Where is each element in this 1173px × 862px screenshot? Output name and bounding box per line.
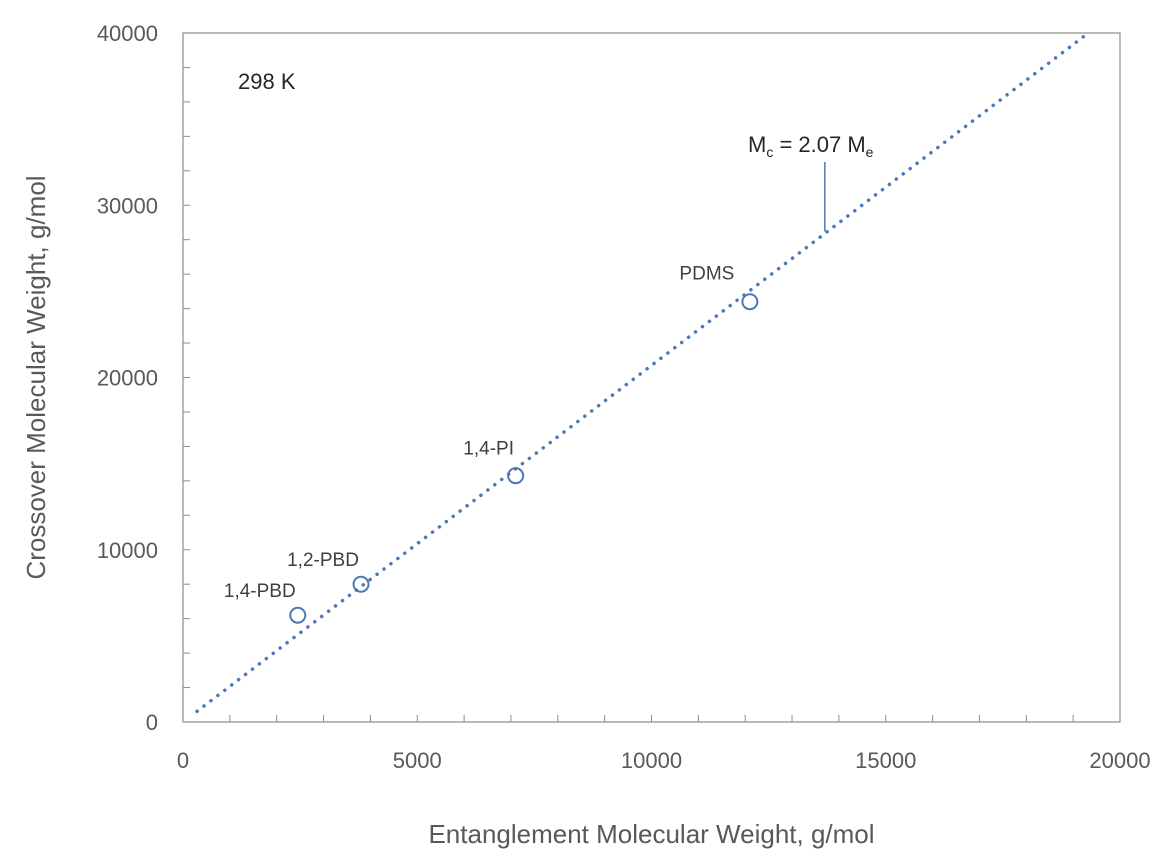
data-point-1-2-pbd bbox=[352, 575, 370, 593]
y-tick-label-3: 30000 bbox=[97, 193, 158, 218]
tick-labels: 0 5000 10000 15000 20000 0 10000 20000 3… bbox=[97, 21, 1151, 773]
minor-ticks bbox=[183, 66, 1074, 722]
data-label-1-4-pi: 1,4-PI bbox=[463, 439, 514, 460]
data-point-1-4-pi bbox=[507, 467, 525, 485]
data-point-labels: 1,4-PBD 1,2-PBD 1,4-PI PDMS bbox=[224, 264, 734, 602]
y-tick-label-1: 10000 bbox=[97, 538, 158, 563]
plot-area bbox=[182, 32, 1121, 723]
x-tick-label-2: 10000 bbox=[621, 748, 682, 773]
data-label-1-4-pbd: 1,4-PBD bbox=[224, 581, 296, 602]
data-points bbox=[289, 293, 759, 624]
x-axis-title: Entanglement Molecular Weight, g/mol bbox=[428, 819, 874, 849]
fit-line bbox=[195, 32, 1089, 714]
x-tick-label-1: 5000 bbox=[393, 748, 442, 773]
data-label-1-2-pbd: 1,2-PBD bbox=[287, 550, 359, 571]
x-tick-label-0: 0 bbox=[177, 748, 189, 773]
y-tick-label-2: 20000 bbox=[97, 366, 158, 391]
y-axis-title: Crossover Molecular Weight, g/mol bbox=[21, 175, 51, 579]
temperature-label: 298 K bbox=[238, 69, 296, 94]
y-tick-label-4: 40000 bbox=[97, 21, 158, 46]
data-point-pdms bbox=[741, 293, 759, 311]
x-tick-label-4: 20000 bbox=[1089, 748, 1150, 773]
y-tick-label-0: 0 bbox=[146, 710, 158, 735]
data-label-pdms: PDMS bbox=[679, 264, 734, 285]
x-tick-label-3: 15000 bbox=[855, 748, 916, 773]
data-point-1-4-pbd bbox=[289, 606, 307, 624]
fit-equation-label: Mc = 2.07 Me bbox=[748, 132, 874, 160]
